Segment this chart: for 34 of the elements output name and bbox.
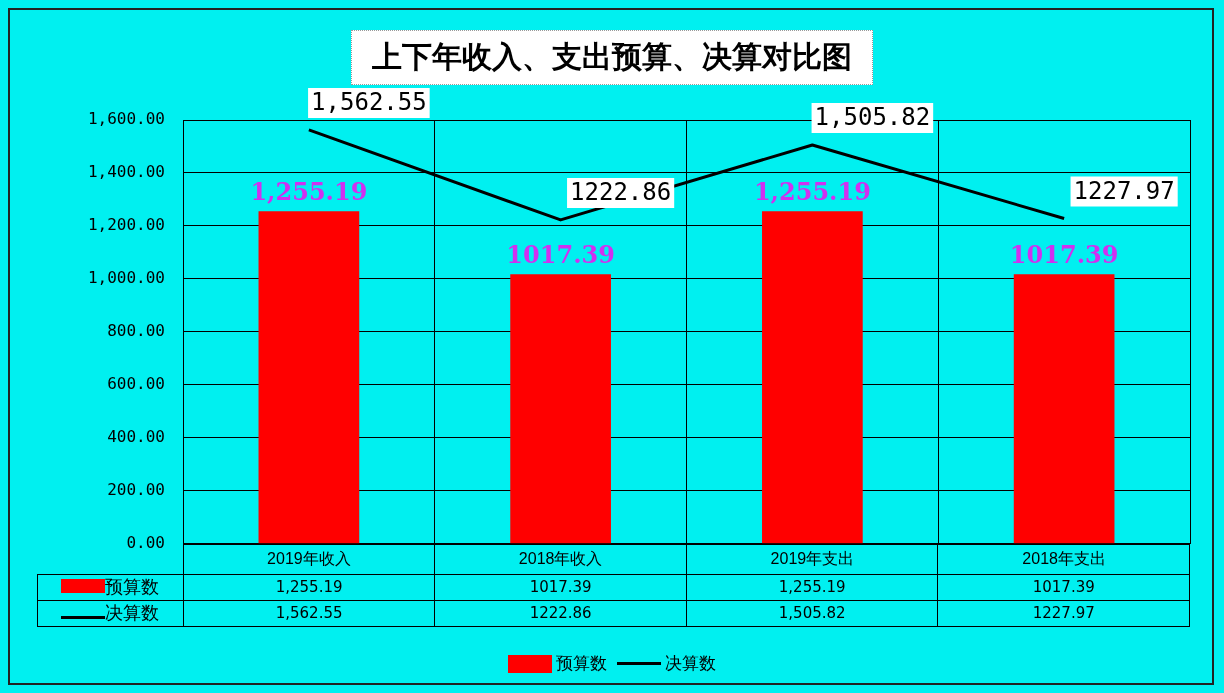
data-label: 1227.97 <box>937 600 1190 627</box>
y-tick-label: 600.00 <box>107 374 165 394</box>
data-label: 1222.86 <box>434 600 687 627</box>
data-label: 1,562.55 <box>183 600 435 627</box>
text: 1,505.82 <box>814 103 931 132</box>
data-label: 1017.39 <box>434 574 687 601</box>
y-tick-label: 1,600.00 <box>87 109 165 129</box>
y-tick-label: 800.00 <box>107 321 165 341</box>
x-tick-label: 2018年收入 <box>518 549 603 567</box>
text: 预算数 <box>556 653 607 673</box>
text: 1017.39 <box>506 239 615 269</box>
data-label: 1017.39 <box>937 574 1190 601</box>
x-tick-label: 2019年收入 <box>267 549 351 567</box>
data-label: 1,255.19 <box>183 574 435 601</box>
text: 1017.39 <box>1009 239 1119 269</box>
x-tick-label: 2019年支出 <box>770 549 855 567</box>
y-tick-label: 0.00 <box>126 532 165 552</box>
legend-label: 决算数 <box>37 600 184 627</box>
text: 1,562.55 <box>311 88 427 117</box>
y-tick-label: 1,200.00 <box>87 215 165 235</box>
y-tick-label: 400.00 <box>107 427 165 447</box>
text: 1,255.19 <box>250 176 368 206</box>
text: 1227.97 <box>1073 176 1175 205</box>
text: 决算数 <box>665 653 716 673</box>
chart-title: 上下年收入、支出预算、决算对比图 <box>351 30 873 85</box>
data-label: 1,505.82 <box>686 600 938 627</box>
y-tick-label: 200.00 <box>107 479 165 499</box>
y-tick-label: 1,400.00 <box>87 162 165 182</box>
text: 1,255.19 <box>753 176 871 206</box>
x-tick-label: 2018年支出 <box>1022 549 1106 567</box>
data-label: 1,255.19 <box>686 574 938 601</box>
text: 1222.86 <box>570 178 672 207</box>
y-tick-label: 1,000.00 <box>87 268 165 288</box>
legend-label: 预算数 <box>37 574 184 601</box>
